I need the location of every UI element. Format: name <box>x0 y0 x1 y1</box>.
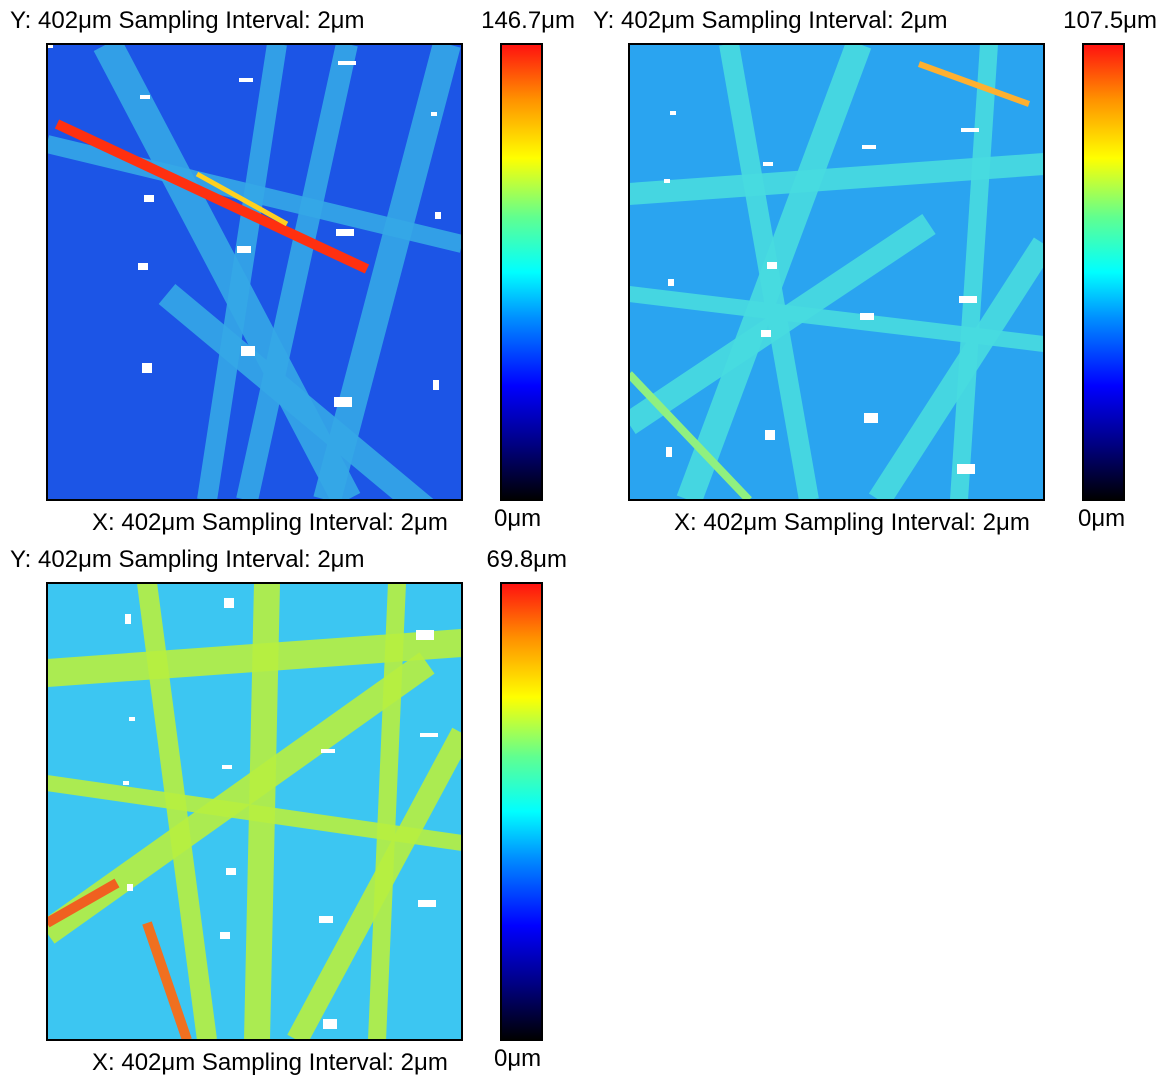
missing-data <box>224 598 234 608</box>
missing-data <box>125 614 131 624</box>
streak <box>47 878 120 928</box>
y-label: Y: 402μm Sampling Interval: 2μm <box>593 7 947 34</box>
panel: Y: 402μm Sampling Interval: 2μm 146.7μm 0μ… <box>10 7 575 536</box>
missing-data <box>323 1019 337 1029</box>
missing-data <box>763 162 773 166</box>
missing-data <box>321 749 335 753</box>
missing-data <box>237 246 251 253</box>
missing-data <box>767 262 777 269</box>
fiber <box>313 44 461 500</box>
missing-data <box>957 464 975 474</box>
streak <box>195 171 289 227</box>
streak <box>917 61 1031 107</box>
fiber <box>47 775 462 851</box>
streak <box>629 371 752 500</box>
missing-data <box>435 212 441 219</box>
missing-data <box>220 932 230 939</box>
panel: Y: 402μm Sampling Interval: 2μm 107.5μm 0μ… <box>593 7 1157 536</box>
missing-data <box>418 900 436 907</box>
fiber <box>236 44 358 500</box>
missing-data <box>226 868 236 875</box>
missing-data <box>334 397 352 407</box>
missing-data <box>431 112 437 116</box>
colorbar-min-label: 0μm <box>1078 505 1125 532</box>
missing-data <box>664 179 670 183</box>
missing-data <box>142 363 152 373</box>
missing-data <box>123 781 129 785</box>
missing-data <box>127 884 133 891</box>
fiber <box>137 583 217 1040</box>
missing-data <box>433 380 439 390</box>
colorbar <box>500 582 543 1041</box>
missing-data <box>319 916 333 923</box>
missing-data <box>416 630 434 640</box>
height-map-frame <box>628 43 1045 501</box>
streak <box>142 921 192 1040</box>
x-label: X: 402μm Sampling Interval: 2μm <box>674 509 1030 536</box>
missing-data <box>144 195 154 202</box>
missing-data <box>864 413 878 423</box>
panel: Y: 402μm Sampling Interval: 2μm 69.8μm 0μm… <box>10 546 567 1076</box>
height-map-frame <box>46 43 463 501</box>
missing-data <box>860 313 874 320</box>
y-label: Y: 402μm Sampling Interval: 2μm <box>10 546 364 573</box>
colorbar-min-label: 0μm <box>494 505 541 532</box>
missing-data <box>420 733 438 737</box>
height-map <box>629 44 1044 500</box>
missing-data <box>670 111 676 115</box>
fiber <box>158 284 435 500</box>
colorbar-max-label: 107.5μm <box>1063 7 1157 34</box>
missing-data <box>765 430 775 440</box>
missing-data <box>862 145 876 149</box>
missing-data <box>140 95 150 99</box>
colorbar <box>500 43 543 501</box>
missing-data <box>668 279 674 286</box>
missing-data <box>336 229 354 236</box>
missing-data <box>129 717 135 721</box>
colorbar-max-label: 146.7μm <box>481 7 575 34</box>
missing-data <box>239 78 253 82</box>
height-map <box>47 583 462 1040</box>
fiber <box>629 286 1044 352</box>
missing-data <box>241 346 255 356</box>
y-label: Y: 402μm Sampling Interval: 2μm <box>10 7 364 34</box>
missing-data <box>959 296 977 303</box>
missing-data <box>47 44 53 48</box>
fiber <box>719 44 819 500</box>
missing-data <box>338 61 356 65</box>
fiber <box>197 44 287 500</box>
colorbar-min-label: 0μm <box>494 1045 541 1072</box>
x-label: X: 402μm Sampling Interval: 2μm <box>92 1049 448 1076</box>
x-label: X: 402μm Sampling Interval: 2μm <box>92 509 448 536</box>
streak <box>54 119 370 274</box>
missing-data <box>761 330 771 337</box>
colorbar-max-label: 69.8μm <box>486 546 567 573</box>
fiber <box>950 44 998 500</box>
height-map <box>47 44 462 500</box>
missing-data <box>961 128 979 132</box>
missing-data <box>138 263 148 270</box>
colorbar <box>1082 43 1125 501</box>
height-map-frame <box>46 582 463 1041</box>
missing-data <box>666 447 672 457</box>
fiber <box>368 583 406 1040</box>
missing-data <box>222 765 232 769</box>
